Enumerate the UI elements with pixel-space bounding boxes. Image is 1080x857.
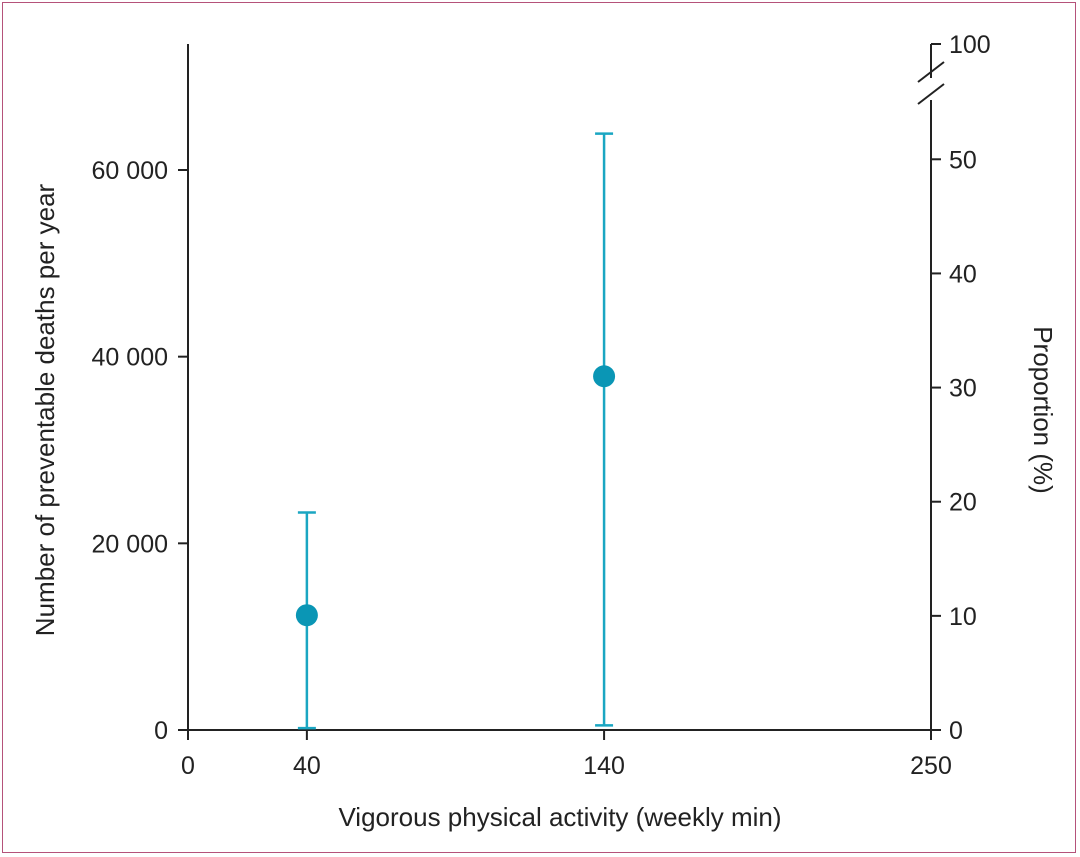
y2-axis-title: Proportion (%) <box>1028 326 1058 494</box>
data-point <box>593 365 616 388</box>
y-tick-label: 0 <box>154 717 168 745</box>
x-tick-label: 40 <box>293 752 321 780</box>
x-tick-label: 140 <box>583 752 625 780</box>
y2-tick-label: 30 <box>949 375 977 403</box>
data-point <box>295 604 318 627</box>
y2-tick-label: 50 <box>949 146 977 174</box>
axis-break-mark <box>917 61 945 83</box>
y-axis-title: Number of preventable deaths per year <box>30 183 60 636</box>
y2-tick-label: 20 <box>949 489 977 517</box>
axis-break-mark <box>917 83 945 105</box>
y-tick-label: 40 000 <box>92 344 168 372</box>
x-axis-title: Vigorous physical activity (weekly min) <box>338 802 781 832</box>
y2-tick-label: 10 <box>949 603 977 631</box>
y2-tick-label: 100 <box>949 31 991 59</box>
x-tick-label: 0 <box>181 752 195 780</box>
y-tick-label: 60 000 <box>92 157 168 185</box>
y2-tick-label: 0 <box>949 717 963 745</box>
y-tick-label: 20 000 <box>92 530 168 558</box>
y2-tick-label: 40 <box>949 260 977 288</box>
x-tick-label: 250 <box>910 752 952 780</box>
